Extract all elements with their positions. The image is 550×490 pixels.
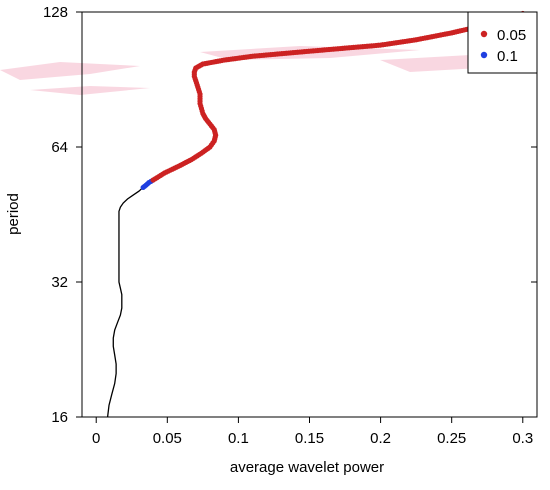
x-tick-label: 0.25: [437, 430, 466, 447]
glare-streak: [380, 55, 480, 72]
x-tick-label: 0: [92, 430, 100, 447]
x-tick-label: 0.2: [370, 430, 391, 447]
y-tick-label: 32: [51, 274, 68, 291]
y-tick-label: 64: [51, 139, 68, 156]
y-axis: 16 32 64 128: [43, 4, 537, 426]
legend-label-0-05: 0.05: [497, 27, 526, 44]
series-line-unmarked: [106, 186, 144, 418]
x-tick-label: 0.1: [228, 430, 249, 447]
y-tick-label: 16: [51, 409, 68, 426]
legend-marker-0-1: [480, 51, 488, 59]
legend: 0.05 0.1: [467, 11, 538, 74]
glare-streak: [0, 62, 140, 80]
x-axis: 0 0.05 0.1 0.15 0.2 0.25 0.3: [92, 417, 533, 447]
x-tick-label: 0.3: [512, 430, 533, 447]
x-tick-label: 0.15: [295, 430, 324, 447]
glare-streak: [30, 86, 150, 95]
legend-label-0-1: 0.1: [497, 48, 518, 65]
legend-box: [467, 11, 538, 74]
y-axis-title: period: [5, 193, 22, 235]
legend-marker-0-05: [480, 30, 488, 38]
y-tick-label: 128: [43, 4, 68, 21]
x-axis-title: average wavelet power: [230, 459, 384, 476]
x-tick-label: 0.05: [153, 430, 182, 447]
